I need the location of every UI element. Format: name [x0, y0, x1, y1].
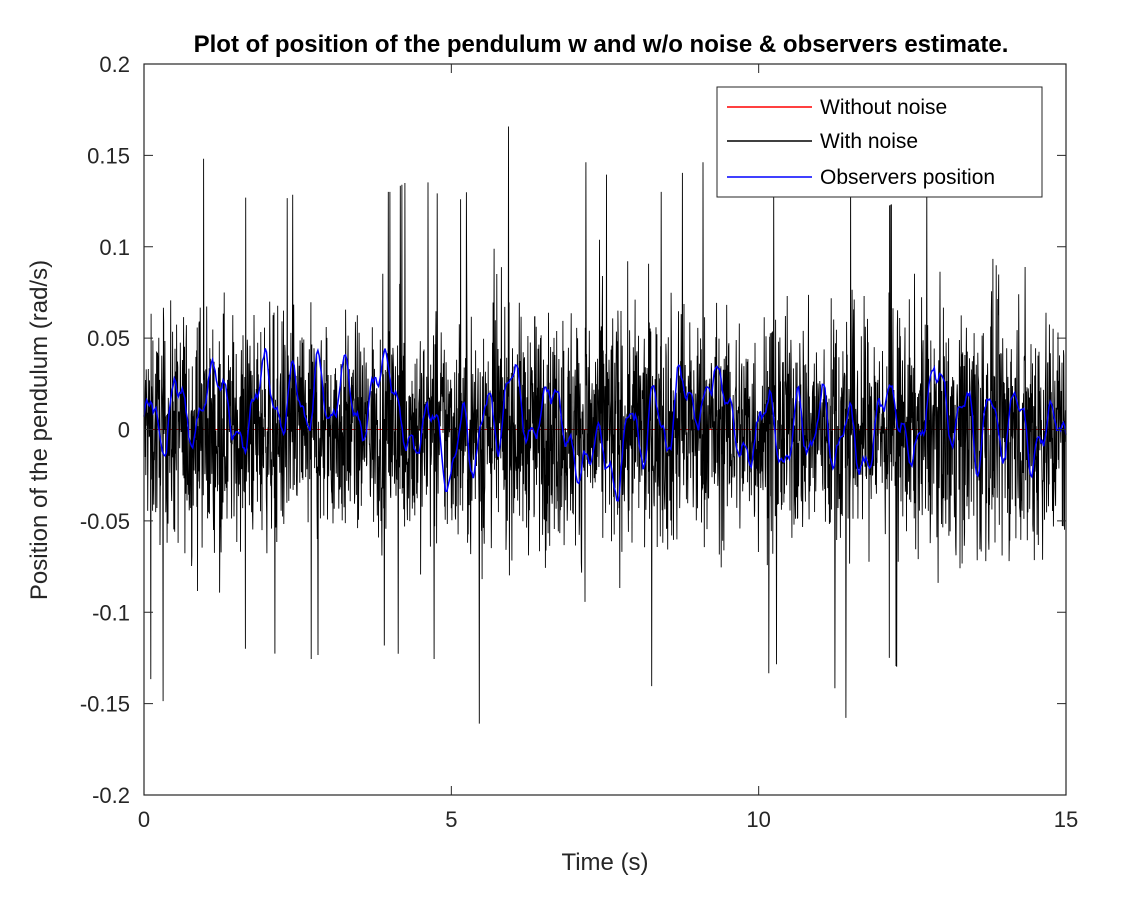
- plot-area: [143, 126, 1067, 724]
- chart-title: Plot of position of the pendulum w and w…: [194, 31, 1009, 58]
- y-tick-label: -0.05: [80, 509, 130, 534]
- y-tick-label: -0.2: [92, 783, 130, 808]
- y-tick-label: -0.15: [80, 692, 130, 717]
- x-tick-label: 5: [445, 807, 457, 832]
- x-tick-label: 10: [746, 807, 770, 832]
- legend: Without noise With noise Observers posit…: [716, 86, 1043, 198]
- series-line-observers-position: [143, 347, 1067, 502]
- legend-box: [716, 86, 1043, 198]
- legend-label-without-noise: Without noise: [820, 96, 947, 119]
- legend-label-with-noise: With noise: [820, 130, 918, 153]
- y-axis-label: Position of the pendulum (rad/s): [26, 260, 53, 600]
- x-tick-label: 0: [138, 807, 150, 832]
- x-axis-label: Time (s): [561, 849, 648, 876]
- x-tick-label: 15: [1054, 807, 1078, 832]
- y-tick-label: 0.05: [87, 326, 130, 351]
- axis-ticks: 0 5 10 15 0.2 0.15 0.1 0.05 0 -0.05 -0.1 -0.15 -0.2: [80, 52, 1078, 832]
- series-line-with-noise: [143, 126, 1067, 724]
- y-tick-label: 0.2: [99, 52, 130, 77]
- legend-label-observers-position: Observers position: [820, 166, 995, 189]
- y-tick-label: 0: [118, 418, 130, 443]
- y-tick-label: -0.1: [92, 600, 130, 625]
- y-tick-label: 0.1: [99, 235, 130, 260]
- y-tick-label: 0.15: [87, 143, 130, 168]
